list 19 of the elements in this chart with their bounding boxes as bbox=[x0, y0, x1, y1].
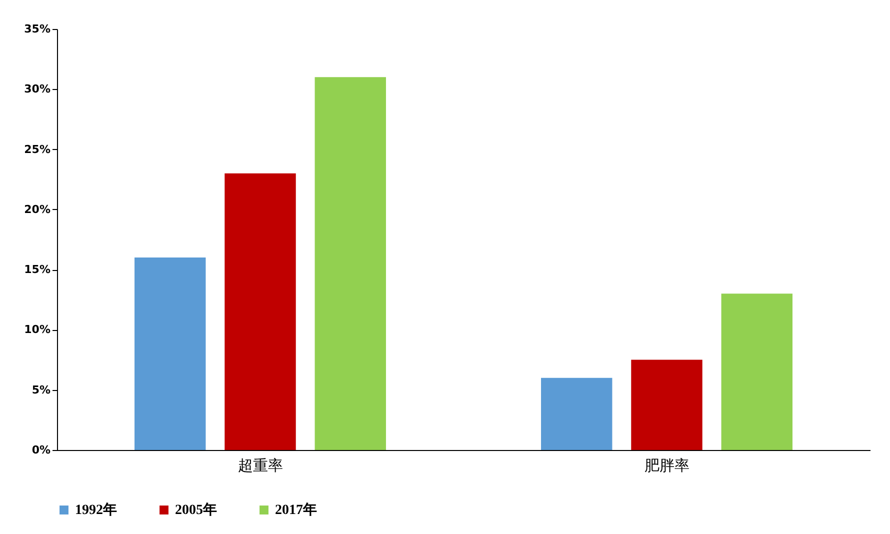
y-tick-label: 30% bbox=[24, 82, 50, 96]
bar bbox=[134, 258, 206, 450]
y-tick-label: 10% bbox=[24, 323, 50, 336]
bar bbox=[314, 77, 386, 450]
legend-label: 2005年 bbox=[175, 502, 217, 518]
y-tick-label: 0% bbox=[32, 444, 50, 456]
y-tick-label: 20% bbox=[24, 202, 50, 216]
bar bbox=[541, 378, 612, 450]
bar bbox=[721, 294, 792, 450]
legend-label: 1992年 bbox=[75, 502, 117, 518]
x-tick-label: 超重率 bbox=[238, 456, 283, 474]
x-tick-label: 肥胖率 bbox=[644, 456, 690, 474]
y-tick-label: 25% bbox=[24, 142, 50, 156]
bar bbox=[631, 360, 702, 450]
y-tick-label: 35% bbox=[24, 22, 50, 36]
y-tick-label: 15% bbox=[24, 263, 50, 276]
bar bbox=[224, 173, 296, 450]
y-tick-label: 5% bbox=[32, 383, 50, 396]
legend-label: 2017年 bbox=[275, 502, 317, 518]
